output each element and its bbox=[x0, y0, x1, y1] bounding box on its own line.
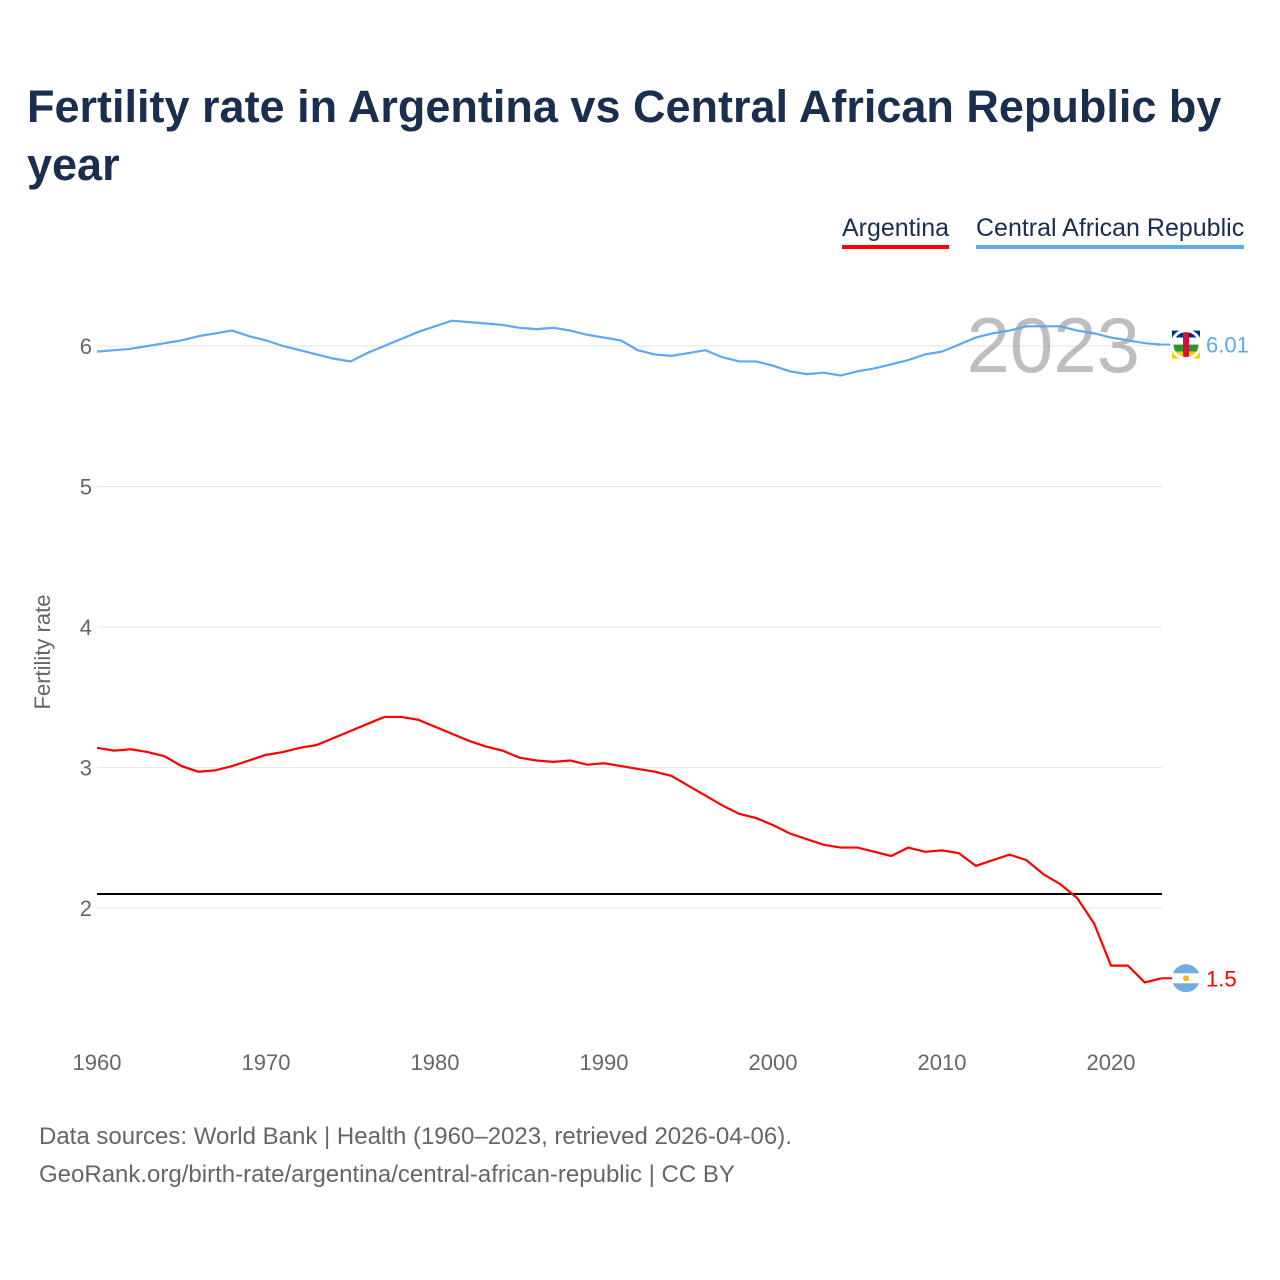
y-tick-label: 2 bbox=[80, 896, 92, 921]
source-line-2[interactable]: GeoRank.org/birth-rate/argentina/central… bbox=[39, 1161, 735, 1188]
y-tick-label: 3 bbox=[80, 756, 92, 781]
series-line-argentina bbox=[96, 715, 1162, 984]
x-tick-label: 2010 bbox=[918, 1050, 967, 1075]
flag-stripe bbox=[1183, 330, 1189, 359]
legend-central-african-republic[interactable]: Central African Republic bbox=[976, 214, 1245, 249]
x-tick-label: 2000 bbox=[749, 1050, 798, 1075]
x-tick-label: 1970 bbox=[242, 1050, 291, 1075]
chart-title: Fertility rate in Argentina vs Central A… bbox=[27, 81, 1222, 190]
year-label: 2023 bbox=[966, 301, 1140, 389]
flag-sun bbox=[1183, 975, 1189, 982]
x-tick-label: 1960 bbox=[73, 1050, 122, 1075]
legend-argentina[interactable]: Argentina bbox=[842, 214, 950, 249]
x-tick-label: 1980 bbox=[411, 1050, 460, 1075]
series-line-central-african-republic bbox=[96, 319, 1162, 377]
y-axis-label: Fertility rate bbox=[30, 595, 55, 710]
end-value-label: 6.01 bbox=[1206, 333, 1249, 358]
end-value-label: 1.5 bbox=[1206, 966, 1237, 991]
y-tick-label: 5 bbox=[80, 475, 92, 500]
y-tick-label: 6 bbox=[80, 334, 92, 359]
source-note: Data sources: World Bank | Health (1960–… bbox=[39, 1118, 792, 1194]
source-line-1: Data sources: World Bank | Health (1960–… bbox=[39, 1123, 792, 1150]
y-tick-label: 4 bbox=[80, 615, 92, 640]
x-tick-label: 2020 bbox=[1087, 1050, 1136, 1075]
central-african-republic-flag-icon bbox=[1170, 329, 1202, 361]
x-tick-label: 1990 bbox=[580, 1050, 629, 1075]
